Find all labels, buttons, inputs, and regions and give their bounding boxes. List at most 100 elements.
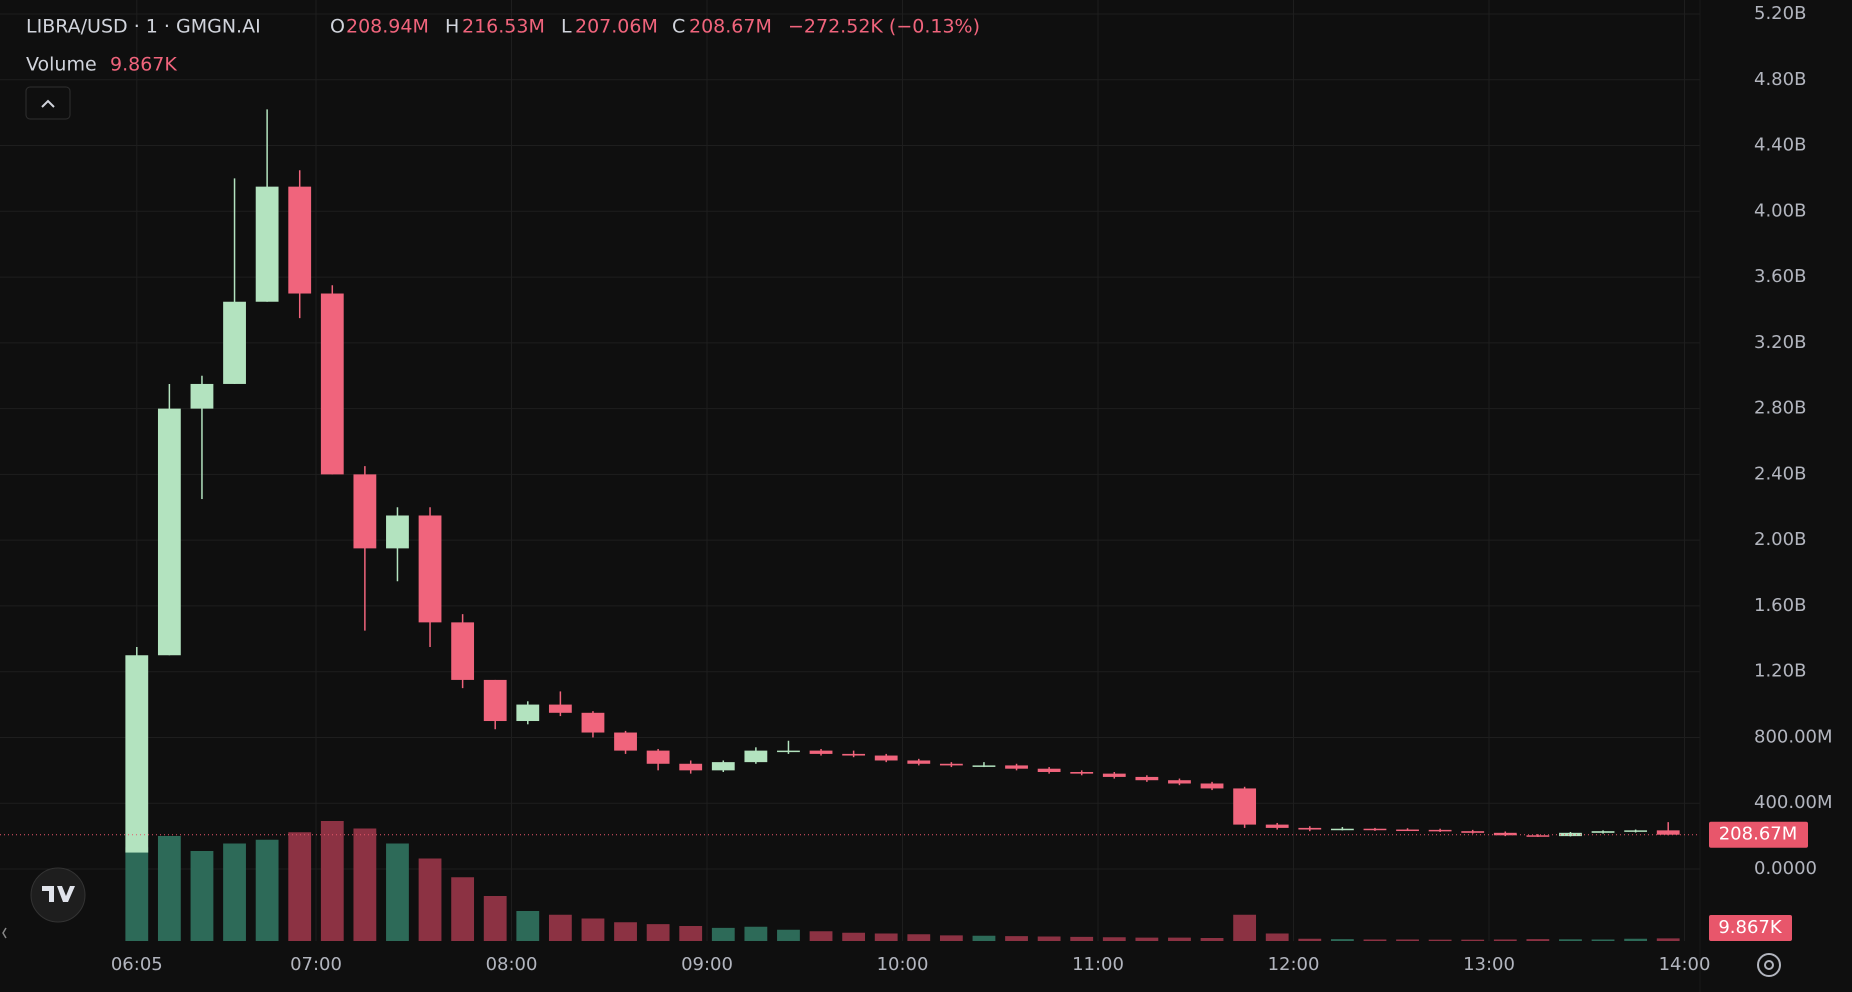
y-tick-label: 800.00M <box>1754 726 1833 747</box>
candle-body <box>548 704 572 713</box>
volume-bar <box>1363 939 1387 941</box>
volume-bar <box>483 896 507 941</box>
candle-body <box>125 655 149 853</box>
volume-bar <box>1656 938 1680 941</box>
candle-body <box>1363 828 1387 831</box>
volume-bar <box>1233 914 1257 941</box>
volume-bar <box>1428 939 1452 941</box>
candle-body <box>874 755 898 761</box>
candle-body <box>386 515 409 549</box>
x-tick-label: 07:00 <box>290 954 342 975</box>
x-tick-label: 12:00 <box>1268 954 1320 975</box>
candle-body <box>809 750 833 754</box>
legend-low: 207.06M <box>575 16 658 38</box>
candle-body <box>646 750 670 764</box>
volume-bar <box>581 918 605 941</box>
candle-body <box>1428 829 1452 832</box>
candle-body <box>157 408 181 656</box>
marks <box>125 109 1680 941</box>
y-tick-label: 3.60B <box>1754 266 1806 287</box>
candle-body <box>581 712 605 733</box>
candle-body <box>1168 780 1191 784</box>
y-tick-label: 4.80B <box>1754 69 1806 90</box>
candle-body <box>1526 835 1550 837</box>
candle-body <box>1493 832 1517 836</box>
y-tick-label: 2.40B <box>1754 463 1806 484</box>
x-tick-label: 09:00 <box>681 954 733 975</box>
y-tick-label: 3.20B <box>1754 332 1806 353</box>
volume-bar <box>842 932 866 941</box>
volume-bar <box>288 832 312 941</box>
volume-bar <box>255 839 279 941</box>
candle-body <box>1135 776 1159 781</box>
x-tick-label: 11:00 <box>1072 954 1124 975</box>
volume-bar <box>1265 933 1289 941</box>
candle-body <box>223 301 246 384</box>
volume-bar <box>711 927 735 941</box>
volume-tag <box>1709 915 1792 941</box>
volume-bar <box>809 931 833 941</box>
volume-bar <box>157 836 181 941</box>
y-tick-label: 2.00B <box>1754 529 1806 550</box>
volume-bar <box>744 926 768 941</box>
volume-bar <box>1591 939 1615 941</box>
y-tick-label: 1.20B <box>1754 661 1806 682</box>
volume-bar <box>1102 937 1126 941</box>
volume-bar <box>614 922 637 941</box>
volume-bar <box>972 935 996 941</box>
legend-o: O <box>330 16 345 38</box>
settings-button[interactable] <box>1757 953 1781 977</box>
y-tick-label: 4.40B <box>1754 135 1806 156</box>
candle-body <box>190 383 214 409</box>
volume-bar <box>679 926 703 941</box>
volume-bar <box>190 851 214 941</box>
volume-bar <box>1037 936 1061 941</box>
candle-body <box>842 753 866 756</box>
candle-body <box>1005 765 1028 769</box>
volume-bar <box>939 935 963 941</box>
collapse-button[interactable] <box>25 86 71 120</box>
volume-bar <box>223 843 246 941</box>
candle-body <box>939 763 963 766</box>
y-tick-label: 2.80B <box>1754 398 1806 419</box>
x-tick-label: 06:05 <box>111 954 163 975</box>
candle-body <box>1559 832 1582 837</box>
legend-l: L <box>561 16 572 38</box>
candle-body <box>516 704 540 722</box>
x-tick-label: 13:00 <box>1463 954 1515 975</box>
candle-body <box>679 763 703 771</box>
legend-c: C <box>672 16 685 38</box>
candle-body <box>255 186 279 302</box>
legend-close: 208.67M <box>689 16 772 38</box>
volume-bar <box>1493 939 1517 941</box>
scroll-left[interactable] <box>2 927 7 939</box>
volume-bar <box>1559 939 1582 941</box>
volume-bar <box>1298 938 1322 941</box>
legend-open: 208.94M <box>346 16 429 38</box>
legend-change: −272.52K (−0.13%) <box>788 16 980 38</box>
volume-bar <box>907 934 931 941</box>
candle-body <box>614 732 637 751</box>
volume-bar <box>1200 938 1224 941</box>
candle-body <box>1298 827 1322 830</box>
candle-body <box>1037 768 1061 772</box>
volume-title: Volume <box>26 54 97 76</box>
candle-body <box>1102 773 1126 777</box>
x-tick-label: 14:00 <box>1659 954 1711 975</box>
volume-bar <box>451 877 475 941</box>
candle-body <box>1396 829 1419 832</box>
volume-bar <box>1526 939 1550 941</box>
volume-bar <box>386 843 409 941</box>
x-tick-label: 10:00 <box>877 954 929 975</box>
volume-bar <box>646 924 670 941</box>
candle-body <box>972 765 996 767</box>
tradingview-logo[interactable] <box>30 867 86 923</box>
y-tick-label: 400.00M <box>1754 792 1833 813</box>
candle-body <box>1265 824 1289 828</box>
volume-bar <box>1461 939 1485 941</box>
volume-bar <box>516 911 540 941</box>
volume-bar <box>1005 936 1028 941</box>
legend-high: 216.53M <box>462 16 545 38</box>
candle-body <box>711 762 735 771</box>
